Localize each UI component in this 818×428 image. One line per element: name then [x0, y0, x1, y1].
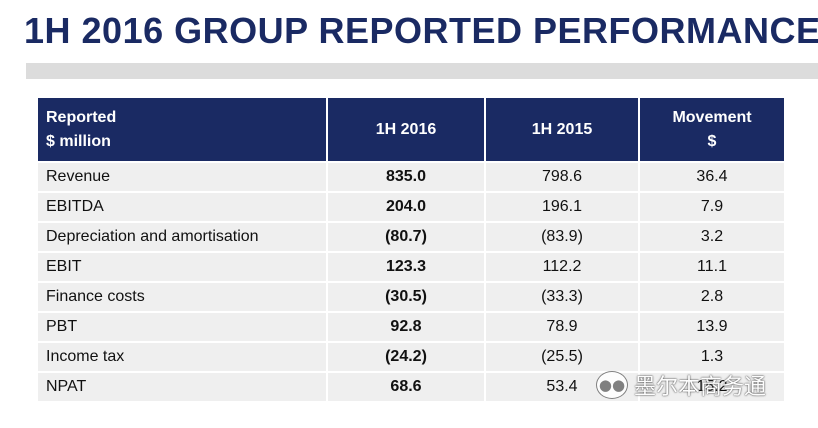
row-label: EBIT — [36, 251, 328, 283]
row-label: Income tax — [36, 341, 328, 373]
header-1h-2015: 1H 2015 — [484, 96, 640, 163]
row-label: NPAT — [36, 371, 328, 403]
table-row: Finance costs (30.5) (33.3) 2.8 — [36, 281, 786, 313]
value-1h-2016: 92.8 — [326, 311, 486, 343]
table-row: EBITDA 204.0 196.1 7.9 — [36, 191, 786, 223]
wechat-icon: ●● — [596, 371, 628, 399]
title-divider — [26, 63, 818, 79]
row-label: Finance costs — [36, 281, 328, 313]
header-reported-line2: $ million — [46, 132, 111, 150]
value-1h-2015: 196.1 — [484, 191, 640, 223]
value-movement: 3.2 — [638, 221, 786, 253]
value-movement: 2.8 — [638, 281, 786, 313]
performance-table: Reported $ million 1H 2016 1H 2015 Movem… — [36, 96, 786, 403]
value-1h-2016: 204.0 — [326, 191, 486, 223]
table-row: Depreciation and amortisation (80.7) (83… — [36, 221, 786, 253]
value-1h-2016: 123.3 — [326, 251, 486, 283]
row-label: Depreciation and amortisation — [36, 221, 328, 253]
row-label: Revenue — [36, 161, 328, 193]
value-movement: 15.2 — [638, 371, 786, 403]
watermark: ●● 墨尔本商务通 — [596, 368, 766, 402]
value-movement: 7.9 — [638, 191, 786, 223]
header-movement: Movement $ — [638, 96, 786, 163]
header-1h-2016: 1H 2016 — [326, 96, 486, 163]
table-row: PBT 92.8 78.9 13.9 — [36, 311, 786, 343]
value-movement: 36.4 — [638, 161, 786, 193]
value-1h-2015: (33.3) — [484, 281, 640, 313]
row-label: PBT — [36, 311, 328, 343]
value-movement: 13.9 — [638, 311, 786, 343]
row-label: EBITDA — [36, 191, 328, 223]
value-1h-2016: 68.6 — [326, 371, 486, 403]
header-movement-line2: $ — [707, 132, 717, 150]
value-1h-2015: 798.6 — [484, 161, 640, 193]
header-reported-line1: Reported — [46, 108, 117, 126]
value-1h-2016: 835.0 — [326, 161, 486, 193]
table-row: Income tax (24.2) (25.5) 1.3 — [36, 341, 786, 373]
page-title: 1H 2016 GROUP REPORTED PERFORMANCE — [24, 10, 818, 51]
value-1h-2016: (30.5) — [326, 281, 486, 313]
value-1h-2015: 78.9 — [484, 311, 640, 343]
value-1h-2015: (25.5) — [484, 341, 640, 373]
value-movement: 11.1 — [638, 251, 786, 283]
value-movement: 1.3 — [638, 341, 786, 373]
value-1h-2016: (80.7) — [326, 221, 486, 253]
header-movement-line1: Movement — [672, 108, 752, 126]
watermark-text: 墨尔本商务通 — [634, 375, 767, 400]
table-header-row: Reported $ million 1H 2016 1H 2015 Movem… — [36, 96, 786, 163]
header-reported: Reported $ million — [36, 96, 328, 163]
value-1h-2016: (24.2) — [326, 341, 486, 373]
table-row: NPAT 68.6 53.4 15.2 — [36, 371, 786, 403]
table-row: EBIT 123.3 112.2 11.1 — [36, 251, 786, 283]
table-row: Revenue 835.0 798.6 36.4 — [36, 161, 786, 193]
value-1h-2015: 112.2 — [484, 251, 640, 283]
value-1h-2015: (83.9) — [484, 221, 640, 253]
